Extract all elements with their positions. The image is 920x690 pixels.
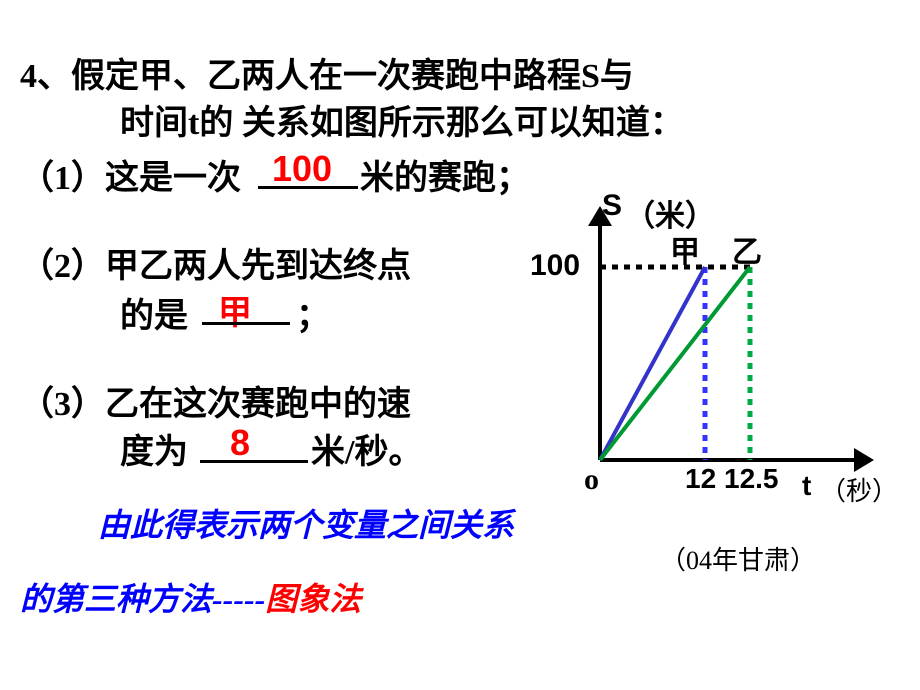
q2-line1: （2）甲乙两人先到达终点 — [20, 238, 411, 287]
source-label: （04年甘肃） — [660, 540, 816, 577]
q3-underline — [200, 460, 308, 463]
series-yi-label: 乙 — [732, 227, 762, 271]
q2-pre: 的是 — [120, 288, 188, 337]
q3-pre: 度为 — [120, 424, 188, 473]
x-tick-12: 12 — [685, 463, 716, 495]
intro-line-1: 4、假定甲、乙两人在一次赛跑中路程S与 — [20, 48, 634, 97]
q2-underline — [202, 322, 290, 325]
q1-post: 米的赛跑； — [360, 150, 530, 199]
note-line1: 由此得表示两个变量之间关系 — [98, 500, 514, 546]
q3-answer: 8 — [230, 422, 250, 464]
q2-answer: 甲 — [218, 285, 252, 334]
q1-answer: 100 — [272, 148, 332, 190]
y-axis-label: S — [602, 189, 622, 223]
q1-underline — [258, 186, 358, 189]
note-line2-blue: 的第三种方法----- — [20, 581, 265, 617]
chart-distance-time: S （米） 甲 乙 100 o 12 12.5 t （秒） — [510, 195, 900, 505]
q1-pre: （1）这是一次 — [20, 150, 241, 199]
x-axis-label: t — [802, 470, 811, 502]
note-line2-red: 图象法 — [265, 581, 361, 617]
series-jia-label: 甲 — [670, 227, 700, 271]
origin-label: o — [584, 463, 599, 497]
q3-post: 米/秒。 — [311, 424, 422, 473]
slide: 4、假定甲、乙两人在一次赛跑中路程S与 时间t的 关系如图所示那么可以知道： （… — [0, 0, 920, 690]
intro-line-2: 时间t的 关系如图所示那么可以知道： — [120, 95, 684, 144]
q3-line1: （3）乙在这次赛跑中的速 — [20, 376, 411, 425]
q2-post: ； — [296, 288, 330, 337]
note-line2: 的第三种方法-----图象法 — [20, 574, 361, 620]
x-axis-unit: （秒） — [820, 471, 898, 508]
y-tick-100: 100 — [530, 249, 580, 283]
x-tick-12-5: 12.5 — [724, 463, 779, 495]
chart-svg — [510, 195, 900, 505]
